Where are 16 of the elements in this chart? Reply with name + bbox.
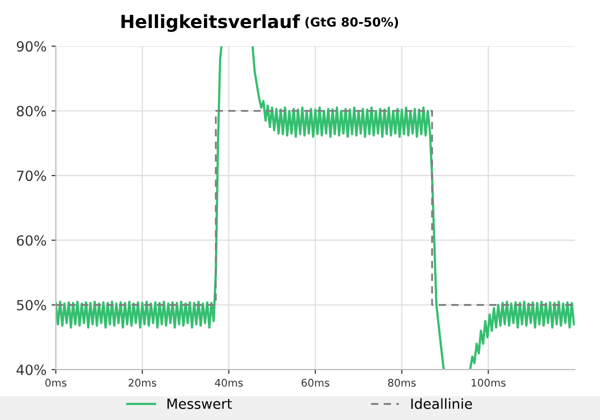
x-tick-label: 100ms [472, 378, 506, 387]
x-tick-label: 80ms [388, 378, 416, 387]
legend-label: Messwert [168, 398, 232, 410]
x-tick-label: 60ms [302, 378, 330, 387]
y-tick-label: 40% [16, 364, 46, 376]
x-tick-label: 0ms [45, 378, 66, 387]
y-tick-label: 50% [16, 300, 46, 310]
y-tick-label: 80% [16, 106, 46, 116]
x-tick-label: 20ms [128, 378, 156, 387]
x-tick-label: 40ms [214, 378, 243, 387]
y-tick-label: 60% [16, 235, 46, 246]
chart-title: Helligkeitsverlauf [121, 14, 300, 32]
chart-subtitle: (GtG 80-50%) [305, 17, 398, 28]
legend-label: Ideallinie [411, 398, 472, 410]
y-tick-label: 90% [16, 41, 46, 52]
y-tick-label: 70% [17, 170, 46, 182]
